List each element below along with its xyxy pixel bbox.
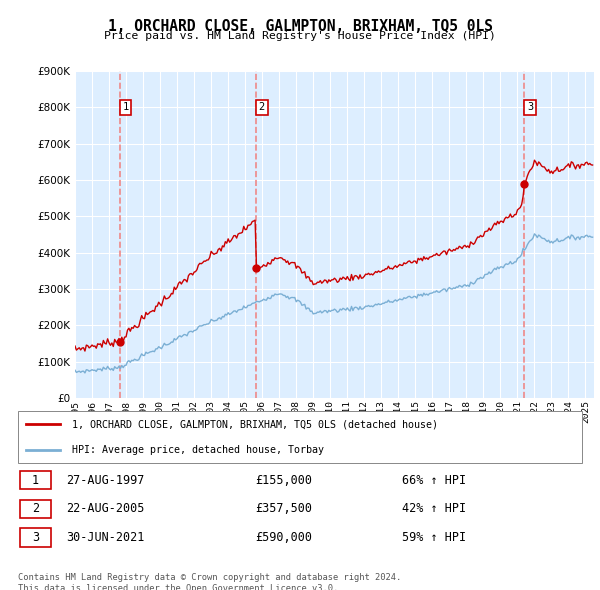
Text: Contains HM Land Registry data © Crown copyright and database right 2024.: Contains HM Land Registry data © Crown c… [18, 573, 401, 582]
Text: 42% ↑ HPI: 42% ↑ HPI [401, 503, 466, 516]
FancyBboxPatch shape [20, 471, 51, 490]
Text: 59% ↑ HPI: 59% ↑ HPI [401, 531, 466, 544]
Text: 1: 1 [32, 474, 39, 487]
Text: 3: 3 [527, 102, 533, 112]
Text: This data is licensed under the Open Government Licence v3.0.: This data is licensed under the Open Gov… [18, 584, 338, 590]
FancyBboxPatch shape [18, 411, 582, 463]
Text: £155,000: £155,000 [255, 474, 312, 487]
Text: 30-JUN-2021: 30-JUN-2021 [66, 531, 145, 544]
Text: 3: 3 [32, 531, 39, 544]
Text: 22-AUG-2005: 22-AUG-2005 [66, 503, 145, 516]
Text: HPI: Average price, detached house, Torbay: HPI: Average price, detached house, Torb… [71, 445, 323, 455]
Text: £590,000: £590,000 [255, 531, 312, 544]
FancyBboxPatch shape [20, 500, 51, 518]
Text: 2: 2 [32, 503, 39, 516]
Text: 1, ORCHARD CLOSE, GALMPTON, BRIXHAM, TQ5 0LS: 1, ORCHARD CLOSE, GALMPTON, BRIXHAM, TQ5… [107, 19, 493, 34]
Text: 1: 1 [122, 102, 129, 112]
Text: Price paid vs. HM Land Registry's House Price Index (HPI): Price paid vs. HM Land Registry's House … [104, 31, 496, 41]
Text: 1, ORCHARD CLOSE, GALMPTON, BRIXHAM, TQ5 0LS (detached house): 1, ORCHARD CLOSE, GALMPTON, BRIXHAM, TQ5… [71, 419, 437, 429]
FancyBboxPatch shape [20, 529, 51, 546]
Text: 2: 2 [259, 102, 265, 112]
Text: 66% ↑ HPI: 66% ↑ HPI [401, 474, 466, 487]
Text: £357,500: £357,500 [255, 503, 312, 516]
Text: 27-AUG-1997: 27-AUG-1997 [66, 474, 145, 487]
